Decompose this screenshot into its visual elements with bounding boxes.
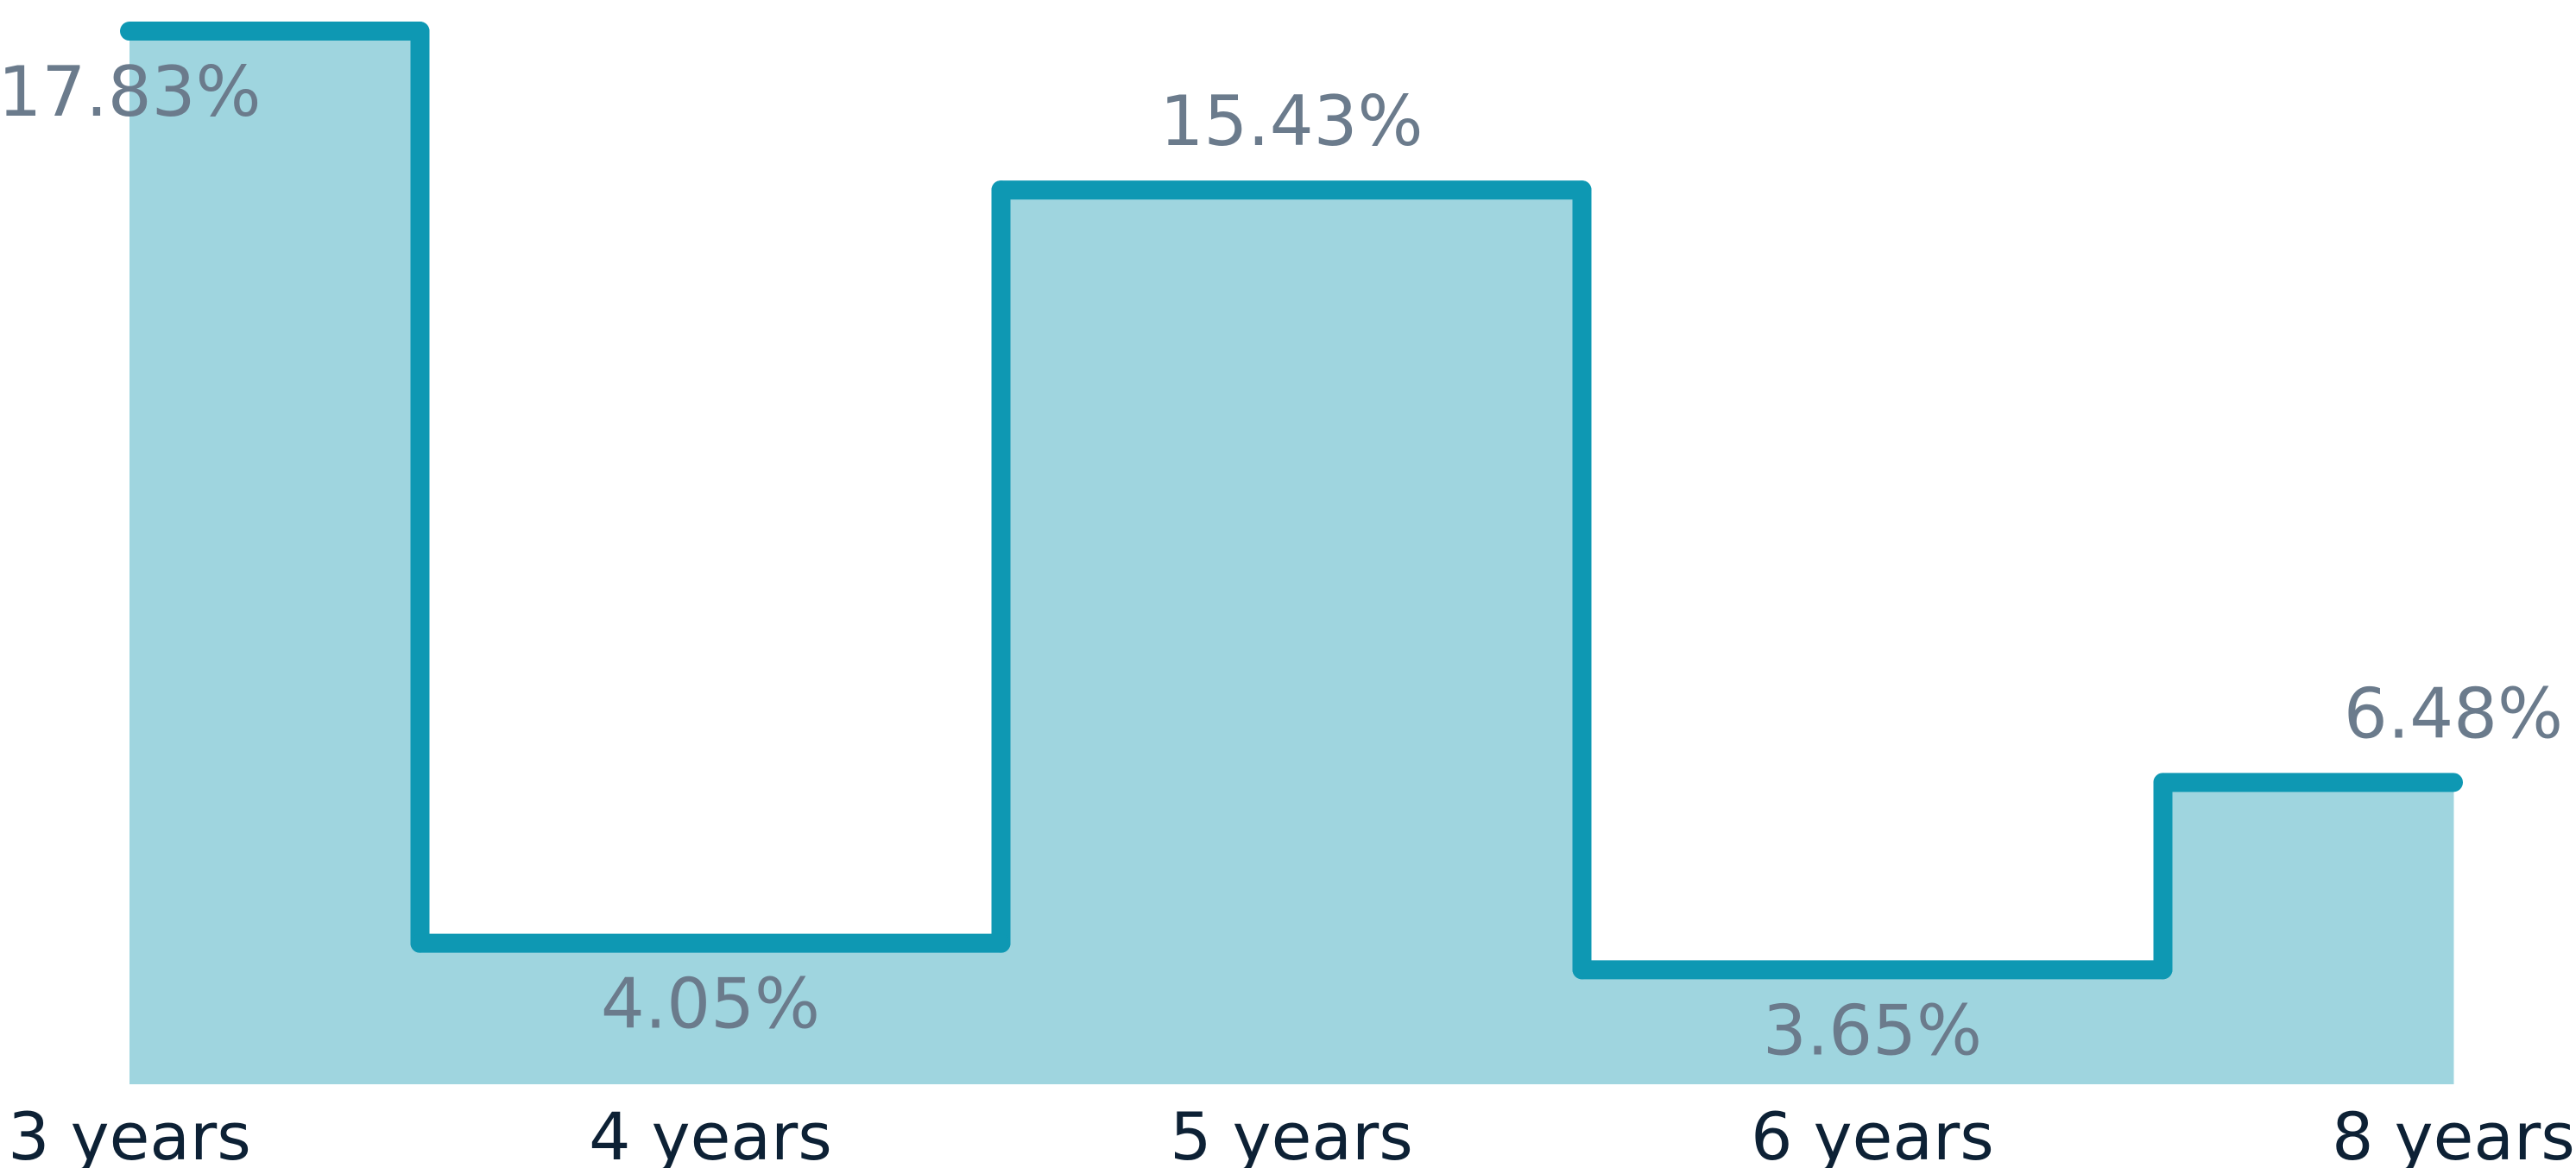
value-label: 17.83% bbox=[0, 52, 262, 132]
x-tick-label: 3 years bbox=[8, 1098, 251, 1168]
x-tick-label: 6 years bbox=[1751, 1098, 1994, 1168]
step-area bbox=[1001, 190, 1582, 1085]
value-label: 4.05% bbox=[601, 964, 820, 1045]
value-label: 15.43% bbox=[1159, 81, 1423, 161]
step-area bbox=[420, 943, 1001, 1084]
x-tick-label: 4 years bbox=[589, 1098, 832, 1168]
x-tick-label: 5 years bbox=[1170, 1098, 1413, 1168]
step-area bbox=[129, 31, 420, 1085]
value-label: 6.48% bbox=[2344, 673, 2563, 754]
x-tick-label: 8 years bbox=[2332, 1098, 2575, 1168]
value-label: 3.65% bbox=[1763, 990, 1982, 1070]
step-area bbox=[2162, 782, 2454, 1084]
step-area bbox=[1582, 969, 2163, 1084]
